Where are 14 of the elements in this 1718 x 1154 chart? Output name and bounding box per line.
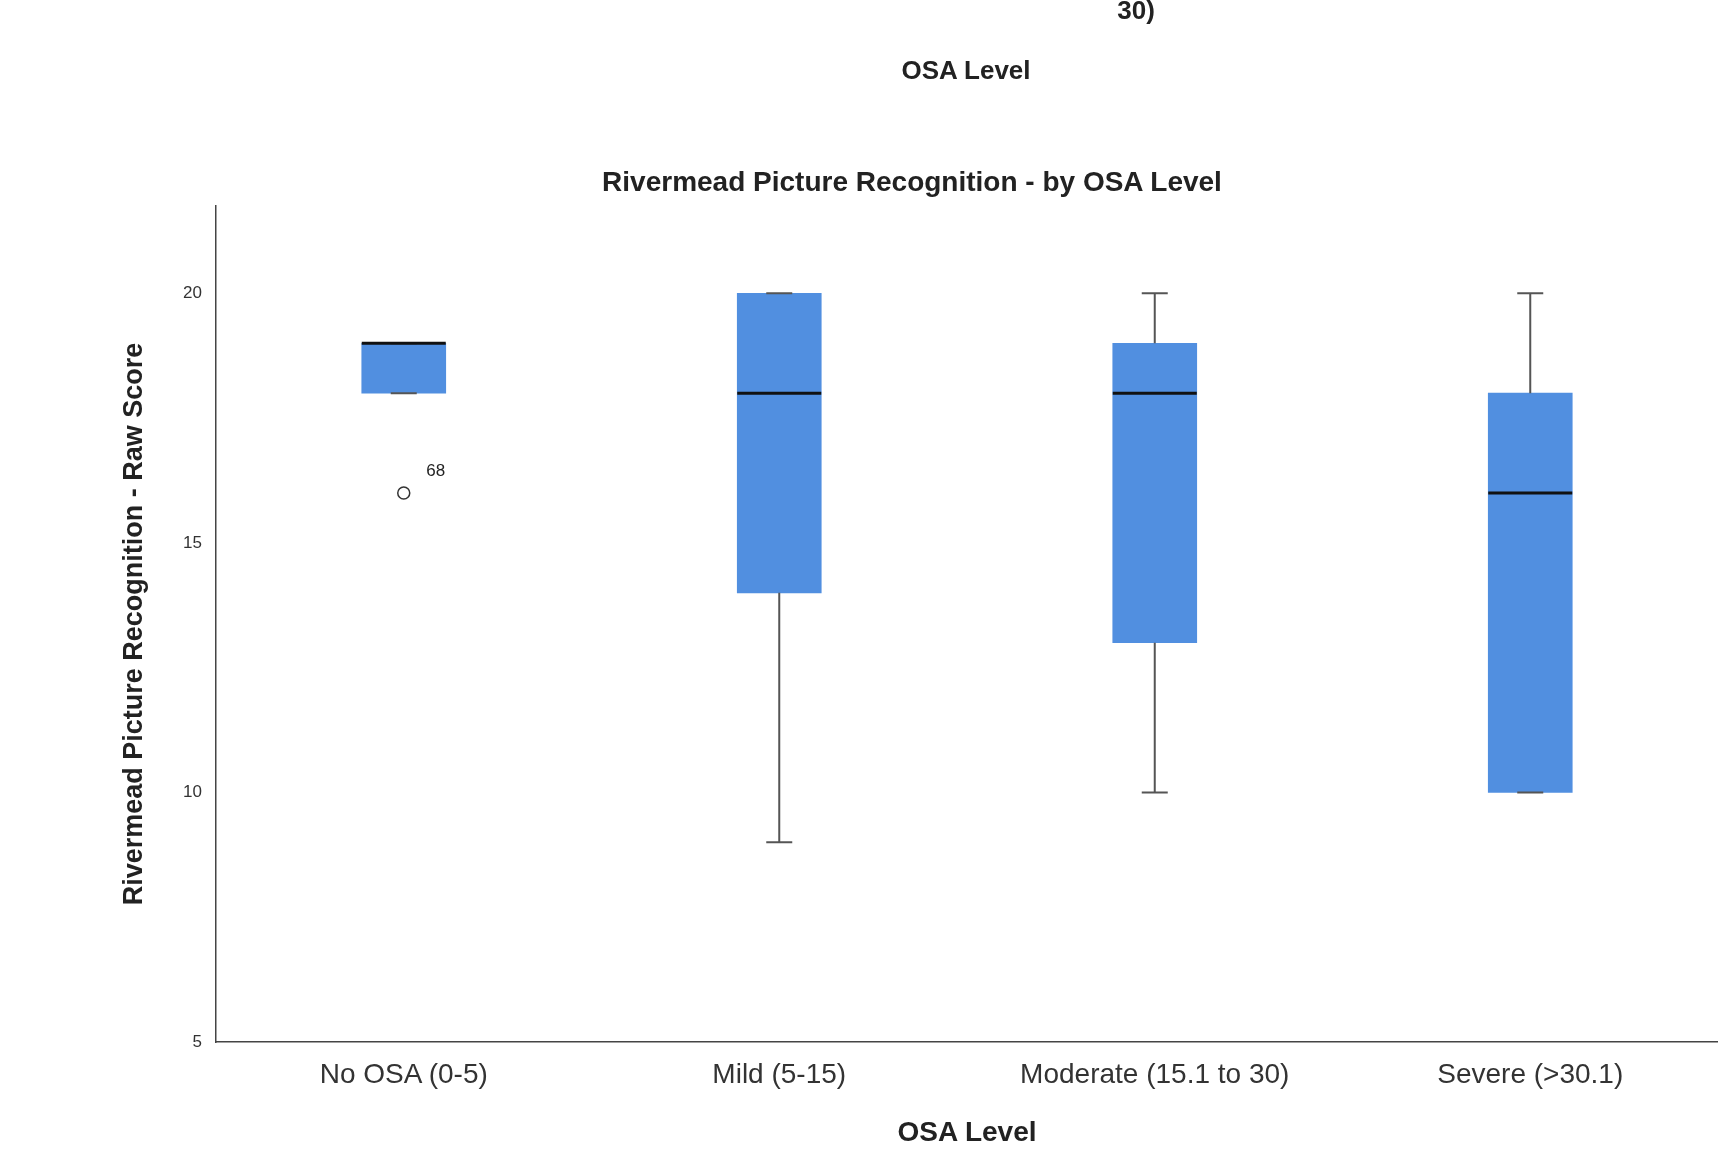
y-tick-label: 10 xyxy=(183,782,202,802)
y-tick-label: 5 xyxy=(192,1031,202,1051)
x-axis-title: OSA Level xyxy=(897,1115,1037,1147)
x-tick-label: No OSA (0-5) xyxy=(319,1057,488,1089)
text: 30) xyxy=(1117,0,1155,26)
y-tick-label: 20 xyxy=(183,283,202,303)
y-tick-label: 15 xyxy=(183,532,202,552)
chart-title: Rivermead Picture Recognition - by OSA Level xyxy=(602,165,1222,197)
annotation: 68 xyxy=(426,460,446,480)
text: OSA Level xyxy=(901,55,1031,86)
x-tick-label: Mild (5-15) xyxy=(712,1057,847,1089)
x-tick-label: Moderate (15.1 to 30) xyxy=(1020,1057,1290,1089)
y-axis-title: Rivermead Picture Recognition - Raw Score xyxy=(117,342,148,906)
x-tick-label: Severe (>30.1) xyxy=(1437,1057,1624,1089)
